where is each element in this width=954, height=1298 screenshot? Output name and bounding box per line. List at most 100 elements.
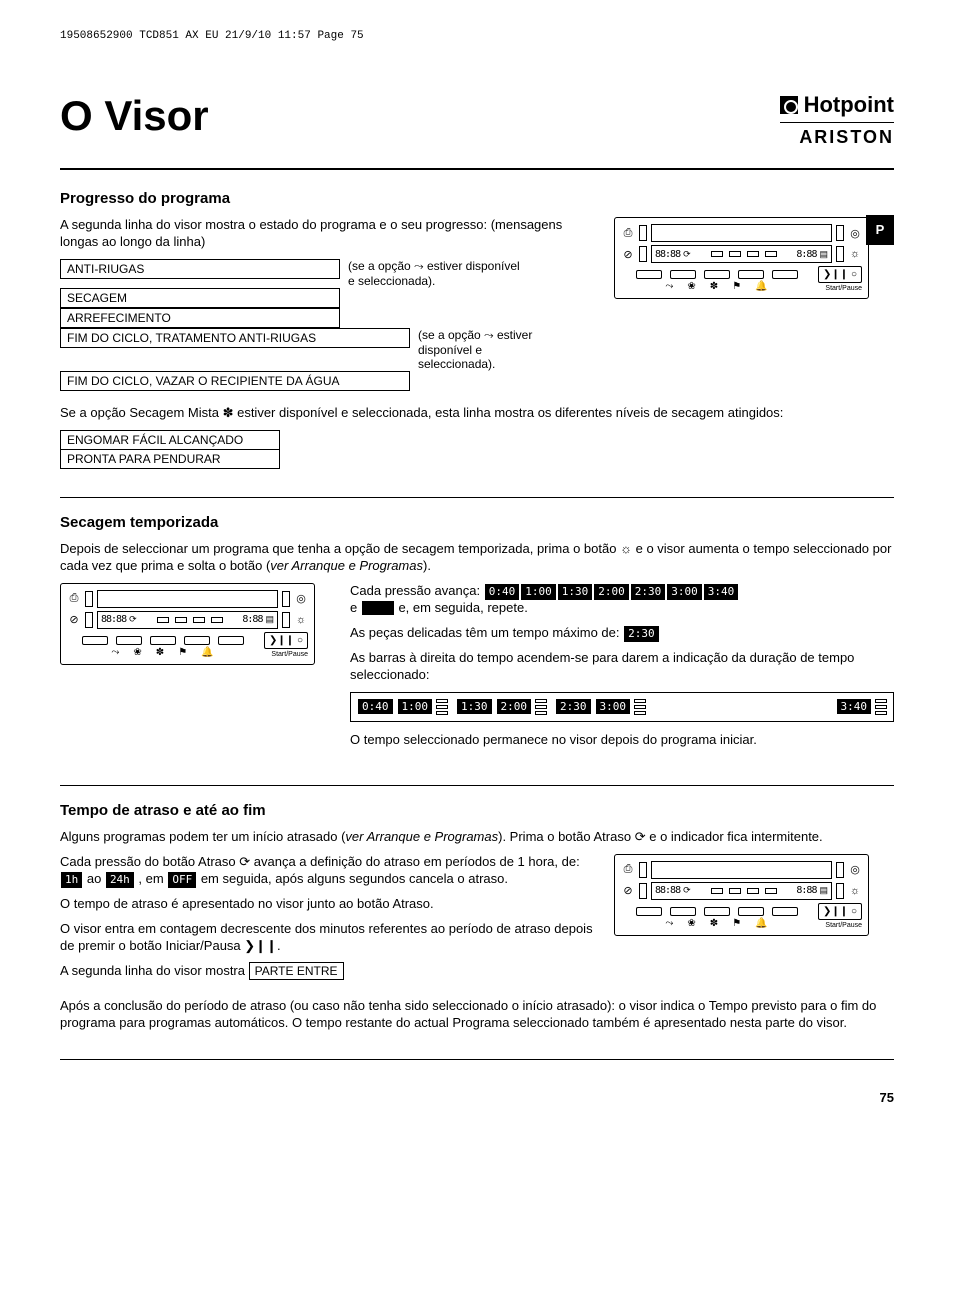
bv-stack-1 xyxy=(535,699,547,715)
bv-5: 3:00 xyxy=(596,699,631,714)
status-fim-anti-rugas: FIM DO CICLO, TRATAMENTO ANTI-RIUGAS xyxy=(60,328,410,348)
p3-b2 xyxy=(670,907,696,916)
timed-intro-a: Depois de seleccionar um programa que te… xyxy=(60,541,620,556)
timed-intro-c: ). xyxy=(423,558,431,573)
bar-visualization: 0:40 1:00 1:30 2:00 2:30 3:00 3:40 xyxy=(350,692,894,722)
page-title: O Visor xyxy=(60,92,209,140)
p3-i1: ⤳ xyxy=(665,918,673,929)
p2-icon-tr: ◎ xyxy=(294,592,308,605)
delicate-time-chip: 2:30 xyxy=(624,626,659,642)
status-anti-rugas: ANTI-RIUGAS xyxy=(60,259,340,279)
bv-3: 2:00 xyxy=(497,699,532,714)
timed-intro-ref: ver Arranque e Programas xyxy=(270,558,423,573)
panel-btn-4 xyxy=(738,270,764,279)
p3-m1 xyxy=(711,888,723,894)
lcd-line-1 xyxy=(651,224,832,242)
time-chip-0: 0:40 xyxy=(485,584,520,600)
p3-icon-tr: ◎ xyxy=(848,863,862,876)
p3-pill-l1 xyxy=(639,862,647,878)
mini-3 xyxy=(747,251,759,257)
p2-pill-l1 xyxy=(85,591,93,607)
panel-pill-l1 xyxy=(639,225,647,241)
display-panel-2: ⎙ ◎ ⊘ 88:88 ⟳ xyxy=(60,583,315,665)
delay-p4-b: . xyxy=(277,938,281,953)
p2-pill-r2 xyxy=(282,612,290,628)
p3-b3 xyxy=(704,907,730,916)
panel-opt-icon-1: ⤳ xyxy=(665,281,673,292)
section-delay: Tempo de atraso e até ao fim Alguns prog… xyxy=(60,802,894,1032)
p2-b2 xyxy=(116,636,142,645)
brand-ariston: ARISTON xyxy=(780,122,894,148)
delay-from-chip: 1h xyxy=(61,872,82,888)
panel-btn-5 xyxy=(772,270,798,279)
delicate-text: As peças delicadas têm um tempo máximo d… xyxy=(350,625,623,640)
delay-p2-b: avança a definição do atraso em períodos… xyxy=(250,854,580,869)
press-advances: Cada pressão avança: 0:401:001:302:002:3… xyxy=(350,583,894,617)
p3-btn-bar xyxy=(621,907,812,916)
mini-2 xyxy=(729,251,741,257)
status-fim-anti-rugas-note: (se a opção ⤳ estiver disponível e selec… xyxy=(418,328,548,371)
panel-icon-bot-right: ☼ xyxy=(848,248,862,260)
panel-btn-3 xyxy=(704,270,730,279)
mini-1 xyxy=(711,251,723,257)
bv-2: 1:30 xyxy=(457,699,492,714)
p2-b1 xyxy=(82,636,108,645)
bars-intro: As barras à direita do tempo acendem-se … xyxy=(350,650,894,684)
hotpoint-text: Hotpoint xyxy=(804,92,894,118)
panel-btn-2 xyxy=(670,270,696,279)
p3-icon-tl: ⎙ xyxy=(621,863,635,876)
display-panel-1: ⎙ ◎ ⊘ 88:88 ⟳ xyxy=(614,217,869,299)
lcd-line-2: 88:88 ⟳ 8:88 ▤ xyxy=(651,245,832,263)
p2-btn-bar xyxy=(67,636,258,645)
delay-p5-a: A segunda linha do visor mostra xyxy=(60,963,249,978)
delay-to-word: ao xyxy=(83,871,105,886)
brand-hotpoint: Hotpoint xyxy=(780,92,894,118)
start-pause-label: Start/Pause xyxy=(818,285,862,292)
p3-i5: 🔔 xyxy=(755,918,767,929)
side-tab: P xyxy=(866,215,894,245)
hotpoint-icon xyxy=(780,96,798,114)
p3-b4 xyxy=(738,907,764,916)
page-number: 75 xyxy=(60,1090,894,1105)
parte-entre-box: PARTE ENTRE xyxy=(249,962,344,980)
p3-i4: ⚑ xyxy=(732,918,741,929)
delay-p3: O tempo de atraso é apresentado no visor… xyxy=(60,896,594,913)
p2-pill-r1 xyxy=(282,591,290,607)
delay-p2: Cada pressão do botão Atraso ⟳ avança a … xyxy=(60,854,594,888)
panel-pill-r2 xyxy=(836,246,844,262)
delay-p1-c: e o indicador fica intermitente. xyxy=(646,829,823,844)
p3-start-label: Start/Pause xyxy=(818,922,862,929)
delay-icon-1: ⟳ xyxy=(635,829,646,846)
time-chip-3: 2:00 xyxy=(594,584,629,600)
p3-b1 xyxy=(636,907,662,916)
status-fim-vazar: FIM DO CICLO, VAZAR O RECIPIENTE DA ÁGUA xyxy=(60,371,410,391)
p2-b3 xyxy=(150,636,176,645)
delicate-line: As peças delicadas têm um tempo máximo d… xyxy=(350,625,894,642)
delay-p2-c: , em xyxy=(135,871,168,886)
panel-opt-icon-2: ❀ xyxy=(687,281,695,292)
panel-btn-1 xyxy=(636,270,662,279)
bv-0: 0:40 xyxy=(358,699,393,714)
panel-pill-r1 xyxy=(836,225,844,241)
mixed-drying-intro: Se a opção Secagem Mista ✽ estiver dispo… xyxy=(60,405,894,422)
p3-seg2: 8:88 xyxy=(796,885,816,896)
progress-intro: A segunda linha do visor mostra o estado… xyxy=(60,217,594,251)
p3-lcd2: 88:88 ⟳ 8:88 ▤ xyxy=(651,882,832,900)
button-bar xyxy=(621,270,812,279)
section-progress: Progresso do programa A segunda linha do… xyxy=(60,190,894,469)
delay-p6: Após a conclusão do período de atraso (o… xyxy=(60,998,894,1032)
p3-seg1: 88:88 xyxy=(655,885,680,896)
p2-clock-icon: ⟳ xyxy=(129,614,137,625)
delay-p4: O visor entra em contagem decrescente do… xyxy=(60,921,594,955)
p2-b5 xyxy=(218,636,244,645)
p2-seg1: 88:88 xyxy=(101,614,126,625)
p2-seg2: 8:88 xyxy=(242,614,262,625)
bv-1: 1:00 xyxy=(398,699,433,714)
panel-icon-top-right: ◎ xyxy=(848,227,862,240)
page-header: O Visor Hotpoint ARISTON xyxy=(60,92,894,170)
time-chip-1: 1:00 xyxy=(521,584,556,600)
delay-icon-2: ⟳ xyxy=(239,854,250,871)
icon-row: ⤳ ❀ ✽ ⚑ 🔔 xyxy=(621,281,812,292)
bv-4: 2:30 xyxy=(556,699,591,714)
p3-i2: ❀ xyxy=(687,918,695,929)
